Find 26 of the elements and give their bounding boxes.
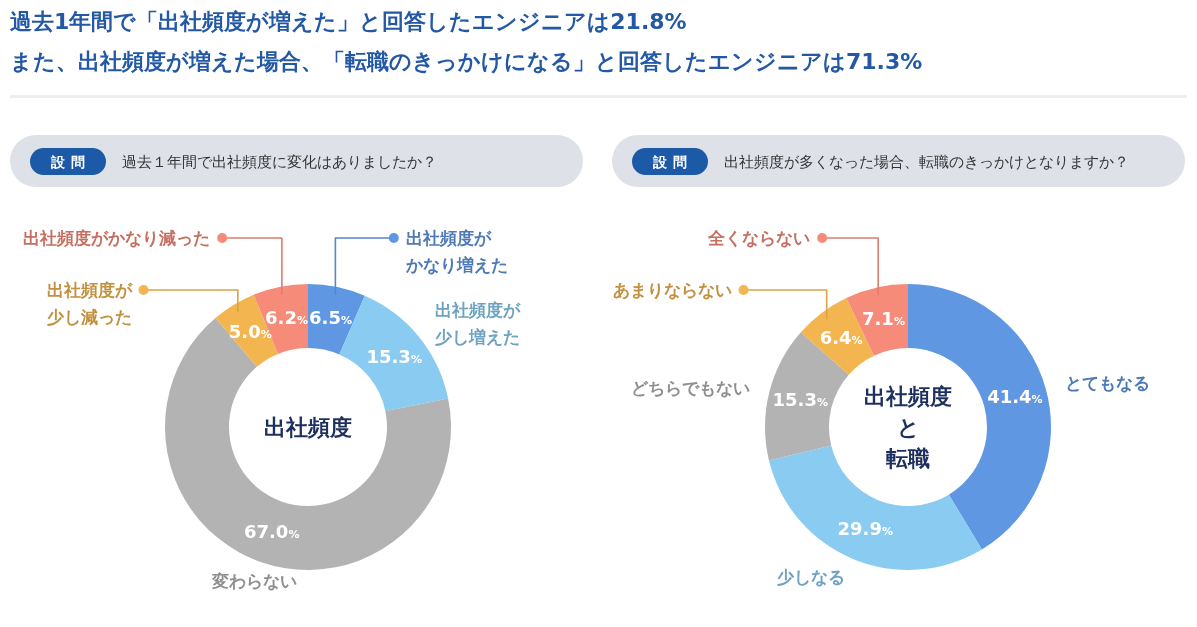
- slice-label: どちらでもない: [630, 376, 750, 400]
- data-label: 67.0%: [243, 521, 300, 543]
- slice-label: 変わらない: [212, 569, 298, 593]
- text: 出社頻度と転職: [864, 382, 952, 473]
- text: 出社頻度: [264, 413, 352, 442]
- data-label: 7.1%: [862, 307, 905, 329]
- slice-label: 全くならない: [708, 226, 811, 250]
- slice-label: あまりならない: [612, 278, 732, 302]
- data-label: 15.3%: [366, 346, 422, 368]
- chart-title: 過去1年間で「出社頻度が増えた」と回答したエンジニアは21.8%: [10, 8, 687, 36]
- slice-label: 出社頻度がかなり増えた: [405, 226, 508, 277]
- slice-label: 出社頻度がかなり減った: [23, 226, 211, 250]
- slice-label: 出社頻度が少し増えた: [434, 299, 520, 350]
- text: 設問: [653, 153, 693, 170]
- slice-label: 出社頻度が少し減った: [46, 278, 132, 329]
- chart-title: また、出社頻度が増えた場合、「転職のきっかけになる」と回答したエンジニアは71.3%: [10, 48, 923, 76]
- data-label: 6.5%: [309, 307, 352, 329]
- data-label: 29.9%: [837, 518, 893, 540]
- data-label: 15.3%: [772, 389, 828, 411]
- chart-subtitle: 過去１年間で出社頻度に変化はありましたか？: [122, 152, 437, 171]
- data-label: 6.4%: [819, 327, 863, 349]
- data-label: 41.4%: [987, 386, 1043, 408]
- slice-label: とてもなる: [1065, 371, 1151, 395]
- slice-label: 少しなる: [777, 565, 846, 589]
- text: 設問: [51, 153, 91, 170]
- chart-subtitle: 出社頻度が多くなった場合、転職のきっかけとなりますか？: [724, 152, 1129, 171]
